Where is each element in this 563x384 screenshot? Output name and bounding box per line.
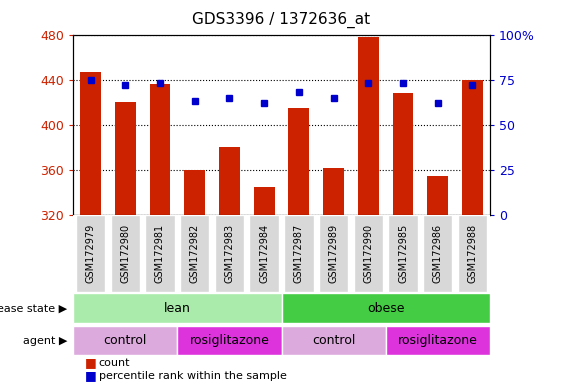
Text: GSM172989: GSM172989 [329,224,338,283]
Text: rosiglitazone: rosiglitazone [398,334,477,347]
Bar [215,215,244,292]
Text: GSM172984: GSM172984 [259,224,269,283]
Bar [388,215,418,292]
Bar [219,147,240,215]
Bar [177,326,282,356]
Text: lean: lean [164,302,191,314]
Bar [319,215,348,292]
Text: control: control [312,334,355,347]
Bar [150,84,171,215]
Text: GSM172981: GSM172981 [155,224,165,283]
Text: control: control [104,334,147,347]
Bar [110,215,140,292]
Bar [73,293,282,323]
Text: ■: ■ [84,356,96,369]
Bar [288,108,309,215]
Text: GSM172982: GSM172982 [190,224,200,283]
Text: GSM172987: GSM172987 [294,224,304,283]
Text: GSM172979: GSM172979 [86,224,96,283]
Text: rosiglitazone: rosiglitazone [190,334,269,347]
Text: disease state ▶: disease state ▶ [0,303,68,313]
Text: GSM172990: GSM172990 [363,224,373,283]
Bar [386,326,490,356]
Text: count: count [99,358,130,368]
Text: obese: obese [367,302,404,314]
Text: GSM172980: GSM172980 [120,224,130,283]
Bar [392,93,413,215]
Bar [76,215,105,292]
Text: percentile rank within the sample: percentile rank within the sample [99,371,287,381]
Bar [184,170,205,215]
Bar [282,326,386,356]
Text: GSM172985: GSM172985 [398,224,408,283]
Bar [282,293,490,323]
Text: GDS3396 / 1372636_at: GDS3396 / 1372636_at [193,12,370,28]
Text: agent ▶: agent ▶ [23,336,68,346]
Bar [284,215,314,292]
Text: ■: ■ [84,369,96,382]
Bar [115,102,136,215]
Text: GSM172988: GSM172988 [467,224,477,283]
Bar [254,187,275,215]
Text: GSM172983: GSM172983 [225,224,234,283]
Text: GSM172986: GSM172986 [433,224,443,283]
Bar [423,215,453,292]
Bar [427,175,448,215]
Bar [354,215,383,292]
Bar [358,37,379,215]
Bar [80,72,101,215]
Bar [249,215,279,292]
Bar [462,80,483,215]
Bar [180,215,209,292]
Bar [458,215,487,292]
Bar [73,326,177,356]
Bar [145,215,175,292]
Bar [323,168,344,215]
